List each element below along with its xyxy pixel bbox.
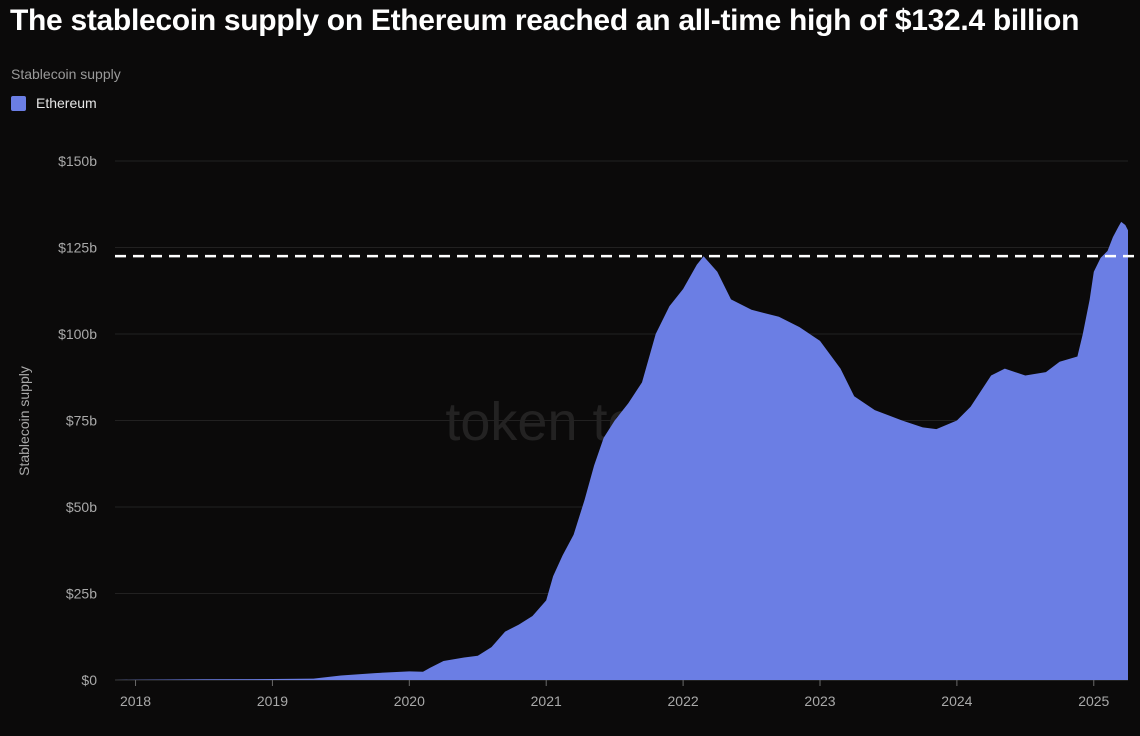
y-tick-label: $75b <box>66 413 97 429</box>
chart-title: The stablecoin supply on Ethereum reache… <box>10 4 1080 37</box>
x-tick-label: 2019 <box>257 693 288 709</box>
x-tick-label: 2023 <box>804 693 835 709</box>
y-tick-label: $100b <box>58 326 97 342</box>
x-axis-ticks: 2018 2019 2020 2021 2022 2023 2024 2025 <box>120 680 1110 709</box>
legend-label-ethereum: Ethereum <box>36 95 97 111</box>
legend[interactable]: Ethereum <box>11 95 97 111</box>
x-tick-label: 2024 <box>941 693 972 709</box>
legend-swatch <box>11 95 26 111</box>
x-tick-label: 2020 <box>394 693 425 709</box>
y-tick-label: $25b <box>66 586 97 602</box>
x-tick-label: 2021 <box>531 693 562 709</box>
y-tick-label: $150b <box>58 153 97 169</box>
y-tick-label: $0 <box>81 672 97 688</box>
y-tick-label: $50b <box>66 499 97 515</box>
y-axis-title: Stablecoin supply <box>16 366 32 476</box>
x-tick-label: 2022 <box>668 693 699 709</box>
area-series-ethereum[interactable] <box>115 221 1128 680</box>
y-axis-ticks: $0 $25b $50b $75b $100b $125b $150b <box>58 153 97 688</box>
y-tick-label: $125b <box>58 240 97 256</box>
x-tick-label: 2018 <box>120 693 151 709</box>
chart-subtitle: Stablecoin supply <box>11 66 121 82</box>
x-tick-label: 2025 <box>1078 693 1109 709</box>
